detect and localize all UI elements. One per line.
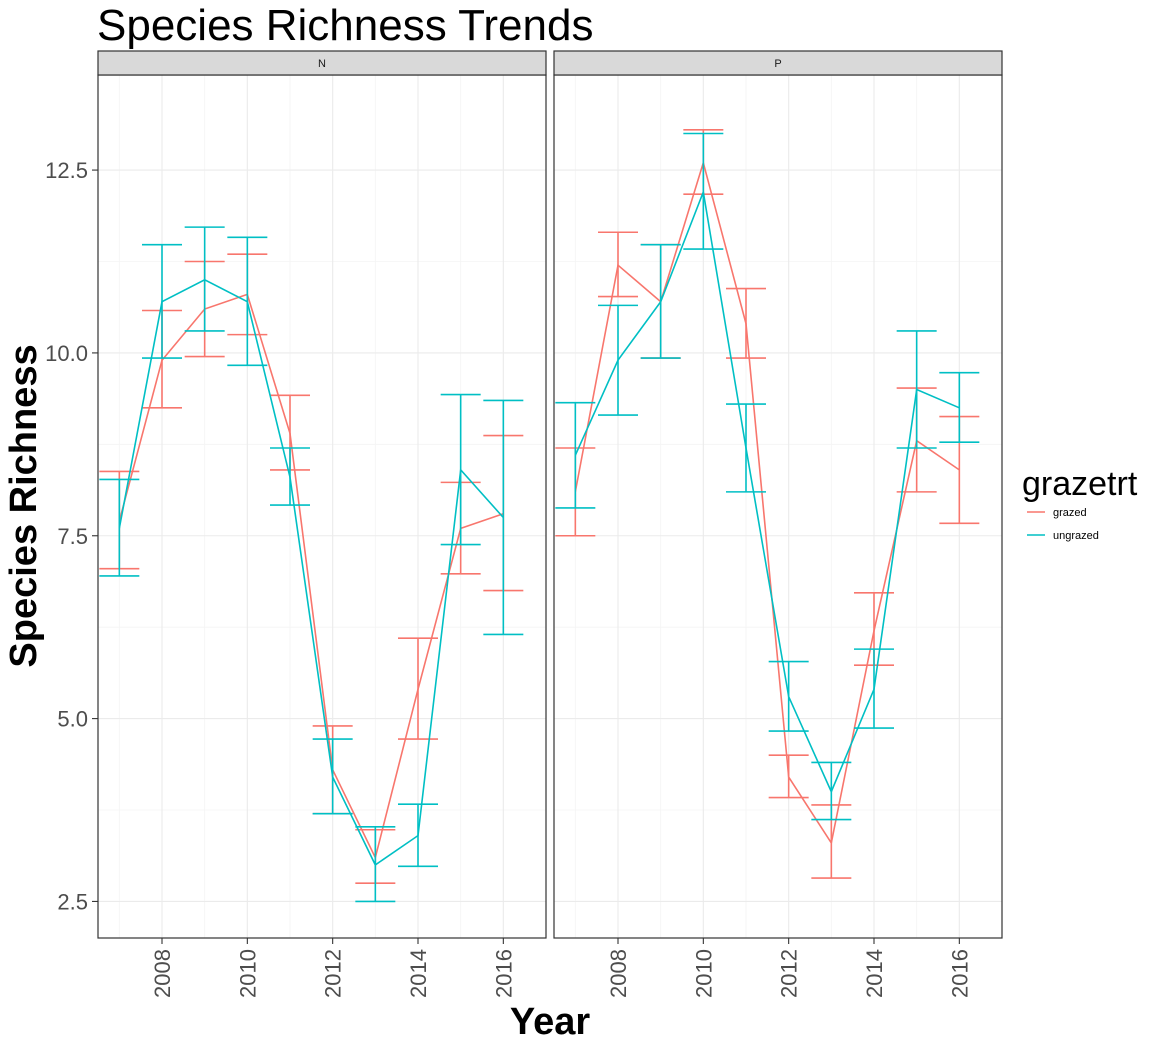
y-tick-label: 10.0 [45, 341, 88, 366]
error-bar-grazed-2014 [398, 637, 438, 740]
error-bar-ungrazed-2016 [939, 371, 980, 443]
series-ungrazed [99, 226, 524, 903]
x-tick-label: 2014 [406, 949, 431, 998]
error-bar-grazed-2011 [726, 287, 766, 359]
chart-title: Species Richness Trends [97, 1, 593, 50]
x-axis-title: Year [510, 1001, 591, 1040]
y-tick-label: 2.5 [57, 889, 88, 914]
error-bar-ungrazed-2015 [896, 330, 937, 449]
error-bar-ungrazed-2012 [768, 660, 809, 732]
series-line-ungrazed [574, 188, 960, 794]
error-bar-ungrazed-2011 [270, 447, 310, 506]
legend-label-ungrazed: ungrazed [1053, 530, 1099, 542]
panel-background [98, 75, 546, 938]
x-tick-label: 2008 [606, 949, 631, 998]
x-tick-label: 2016 [491, 949, 516, 998]
legend: grazetrt grazed ungrazed [1022, 465, 1138, 542]
facet-panel-p: P 2008 2010 2012 2014 2016 [553, 50, 1003, 998]
error-bar-ungrazed-2014 [398, 803, 438, 868]
x-tick-label: 2010 [235, 949, 260, 998]
facet-panel-n: N 2008 2010 2012 2014 2016 [97, 50, 547, 998]
legend-entry-grazed: grazed [1027, 507, 1087, 519]
error-bar-ungrazed-2010 [227, 236, 268, 367]
x-tick-label: 2014 [862, 949, 887, 998]
series-ungrazed [555, 132, 980, 821]
error-bar-ungrazed-2013 [355, 826, 396, 903]
facet-strip-label: P [774, 58, 781, 70]
y-axis: 2.5 5.0 7.5 10.0 12.5 [45, 158, 98, 914]
x-tick-label: 2010 [691, 949, 716, 998]
error-bar-ungrazed-2016 [483, 399, 524, 636]
y-tick-label: 12.5 [45, 158, 88, 183]
error-bar-ungrazed-2014 [854, 648, 894, 729]
panel-background [554, 75, 1002, 938]
error-bar-ungrazed-2010 [683, 132, 724, 250]
series-line-grazed [118, 293, 504, 860]
error-bar-ungrazed-2012 [312, 738, 353, 815]
error-bar-ungrazed-2007 [555, 401, 596, 509]
x-tick-label: 2012 [777, 949, 802, 998]
error-bar-ungrazed-2013 [811, 761, 852, 821]
x-tick-label: 2012 [321, 949, 346, 998]
y-tick-label: 5.0 [57, 707, 88, 732]
facet-strip [553, 50, 1003, 76]
y-axis-title: Species Richness [3, 344, 45, 667]
error-bar-ungrazed-2007 [99, 478, 140, 577]
y-tick-label: 7.5 [57, 524, 88, 549]
legend-label-grazed: grazed [1053, 507, 1087, 519]
error-bar-ungrazed-2009 [640, 243, 681, 359]
x-tick-label: 2008 [150, 949, 175, 998]
x-tick-label: 2016 [947, 949, 972, 998]
facet-strip [97, 50, 547, 76]
facet-panels: N 2008 2010 2012 2014 2016 P 2008 2010 2012 2014 20… [97, 50, 1003, 998]
legend-title: grazetrt [1022, 465, 1138, 503]
error-bar-grazed-2008 [598, 231, 638, 298]
error-bar-ungrazed-2009 [184, 226, 225, 332]
error-bar-ungrazed-2011 [726, 403, 766, 493]
error-bar-grazed-2012 [768, 754, 809, 799]
error-bar-ungrazed-2015 [440, 393, 481, 546]
error-bar-ungrazed-2008 [142, 243, 182, 359]
legend-entry-ungrazed: ungrazed [1027, 530, 1099, 542]
series-line-ungrazed [118, 278, 504, 867]
facet-strip-label: N [318, 58, 326, 70]
error-bar-ungrazed-2008 [598, 304, 638, 416]
